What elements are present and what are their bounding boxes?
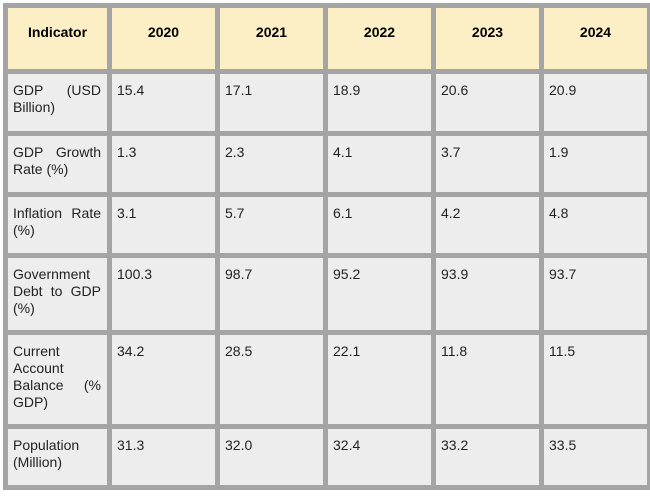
row-label-gov-debt: Government Debt to GDP (%) [3, 253, 112, 335]
cell-inflation-2022: 6.1 [323, 192, 436, 258]
row-label-gdp: GDP (USD Billion) [3, 69, 112, 136]
cell-growth-2021: 2.3 [215, 131, 328, 197]
cell-inflation-2023: 4.2 [431, 192, 544, 258]
cell-inflation-2020: 3.1 [107, 192, 220, 258]
cell-inflation-2024: 4.8 [539, 192, 650, 258]
row-label-inflation: Inflation Rate (%) [3, 192, 112, 258]
cell-gdp-2020: 15.4 [107, 69, 220, 136]
cell-gdp-2024: 20.9 [539, 69, 650, 136]
table-row-current-account: Current Account Balance (% GDP) 34.2 28.… [3, 330, 650, 429]
cell-gdp-2022: 18.9 [323, 69, 436, 136]
cell-cab-2023: 11.8 [431, 330, 544, 429]
cell-debt-2022: 95.2 [323, 253, 436, 335]
cell-pop-2024: 33.5 [539, 424, 650, 490]
column-header-2022: 2022 [323, 3, 436, 74]
table-row-gdp: GDP (USD Billion) 15.4 17.1 18.9 20.6 20… [3, 69, 650, 136]
cell-debt-2023: 93.9 [431, 253, 544, 335]
table-header-row: Indicator 2020 2021 2022 2023 2024 [3, 3, 650, 74]
column-header-2024: 2024 [539, 3, 650, 74]
cell-growth-2022: 4.1 [323, 131, 436, 197]
table-row-inflation: Inflation Rate (%) 3.1 5.7 6.1 4.2 4.8 [3, 192, 650, 258]
row-label-current-account: Current Account Balance (% GDP) [3, 330, 112, 429]
cell-pop-2021: 32.0 [215, 424, 328, 490]
cell-gdp-2021: 17.1 [215, 69, 328, 136]
cell-cab-2021: 28.5 [215, 330, 328, 429]
cell-pop-2023: 33.2 [431, 424, 544, 490]
cell-cab-2024: 11.5 [539, 330, 650, 429]
row-label-gdp-growth: GDP Growth Rate (%) [3, 131, 112, 197]
cell-debt-2024: 93.7 [539, 253, 650, 335]
column-header-2020: 2020 [107, 3, 220, 74]
cell-gdp-2023: 20.6 [431, 69, 544, 136]
column-header-indicator: Indicator [3, 3, 112, 74]
cell-debt-2021: 98.7 [215, 253, 328, 335]
cell-cab-2020: 34.2 [107, 330, 220, 429]
row-label-population: Population (Million) [3, 424, 112, 490]
cell-growth-2024: 1.9 [539, 131, 650, 197]
column-header-2023: 2023 [431, 3, 544, 74]
cell-growth-2023: 3.7 [431, 131, 544, 197]
cell-pop-2020: 31.3 [107, 424, 220, 490]
table-row-gov-debt: Government Debt to GDP (%) 100.3 98.7 95… [3, 253, 650, 335]
economic-indicators-table: Indicator 2020 2021 2022 2023 2024 GDP (… [3, 3, 650, 490]
table-row-population: Population (Million) 31.3 32.0 32.4 33.2… [3, 424, 650, 490]
cell-debt-2020: 100.3 [107, 253, 220, 335]
cell-pop-2022: 32.4 [323, 424, 436, 490]
column-header-2021: 2021 [215, 3, 328, 74]
table-row-gdp-growth: GDP Growth Rate (%) 1.3 2.3 4.1 3.7 1.9 [3, 131, 650, 197]
cell-cab-2022: 22.1 [323, 330, 436, 429]
cell-inflation-2021: 5.7 [215, 192, 328, 258]
cell-growth-2020: 1.3 [107, 131, 220, 197]
